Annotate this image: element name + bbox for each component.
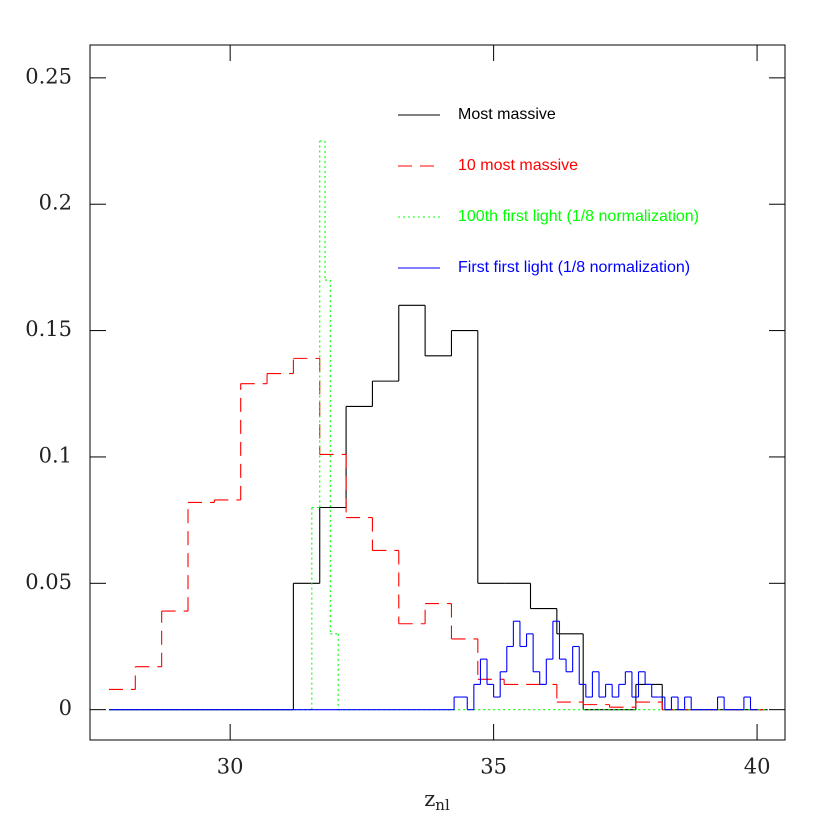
legend-label: Most massive	[458, 106, 556, 123]
plot-frame	[89, 44, 786, 741]
y-tick-label: 0.15	[25, 317, 72, 341]
x-label-sub: nl	[435, 796, 450, 814]
y-tick-label: 0.2	[39, 191, 72, 215]
x-label-main: z	[424, 787, 435, 811]
x-axis-label: znl	[424, 787, 450, 815]
x-tick-label: 30	[217, 755, 244, 779]
legend-label: First first light (1/8 normalization)	[458, 259, 690, 276]
legend-label: 100th first light (1/8 normalization)	[458, 208, 699, 225]
x-tick-label: 35	[480, 755, 507, 779]
y-tick-label: 0.05	[25, 570, 72, 594]
x-tick-label: 40	[744, 755, 771, 779]
y-tick-label: 0	[59, 696, 72, 720]
y-tick-label: 0.1	[39, 443, 72, 467]
legend-label: 10 most massive	[458, 157, 578, 174]
y-tick-label: 0.25	[25, 64, 72, 88]
